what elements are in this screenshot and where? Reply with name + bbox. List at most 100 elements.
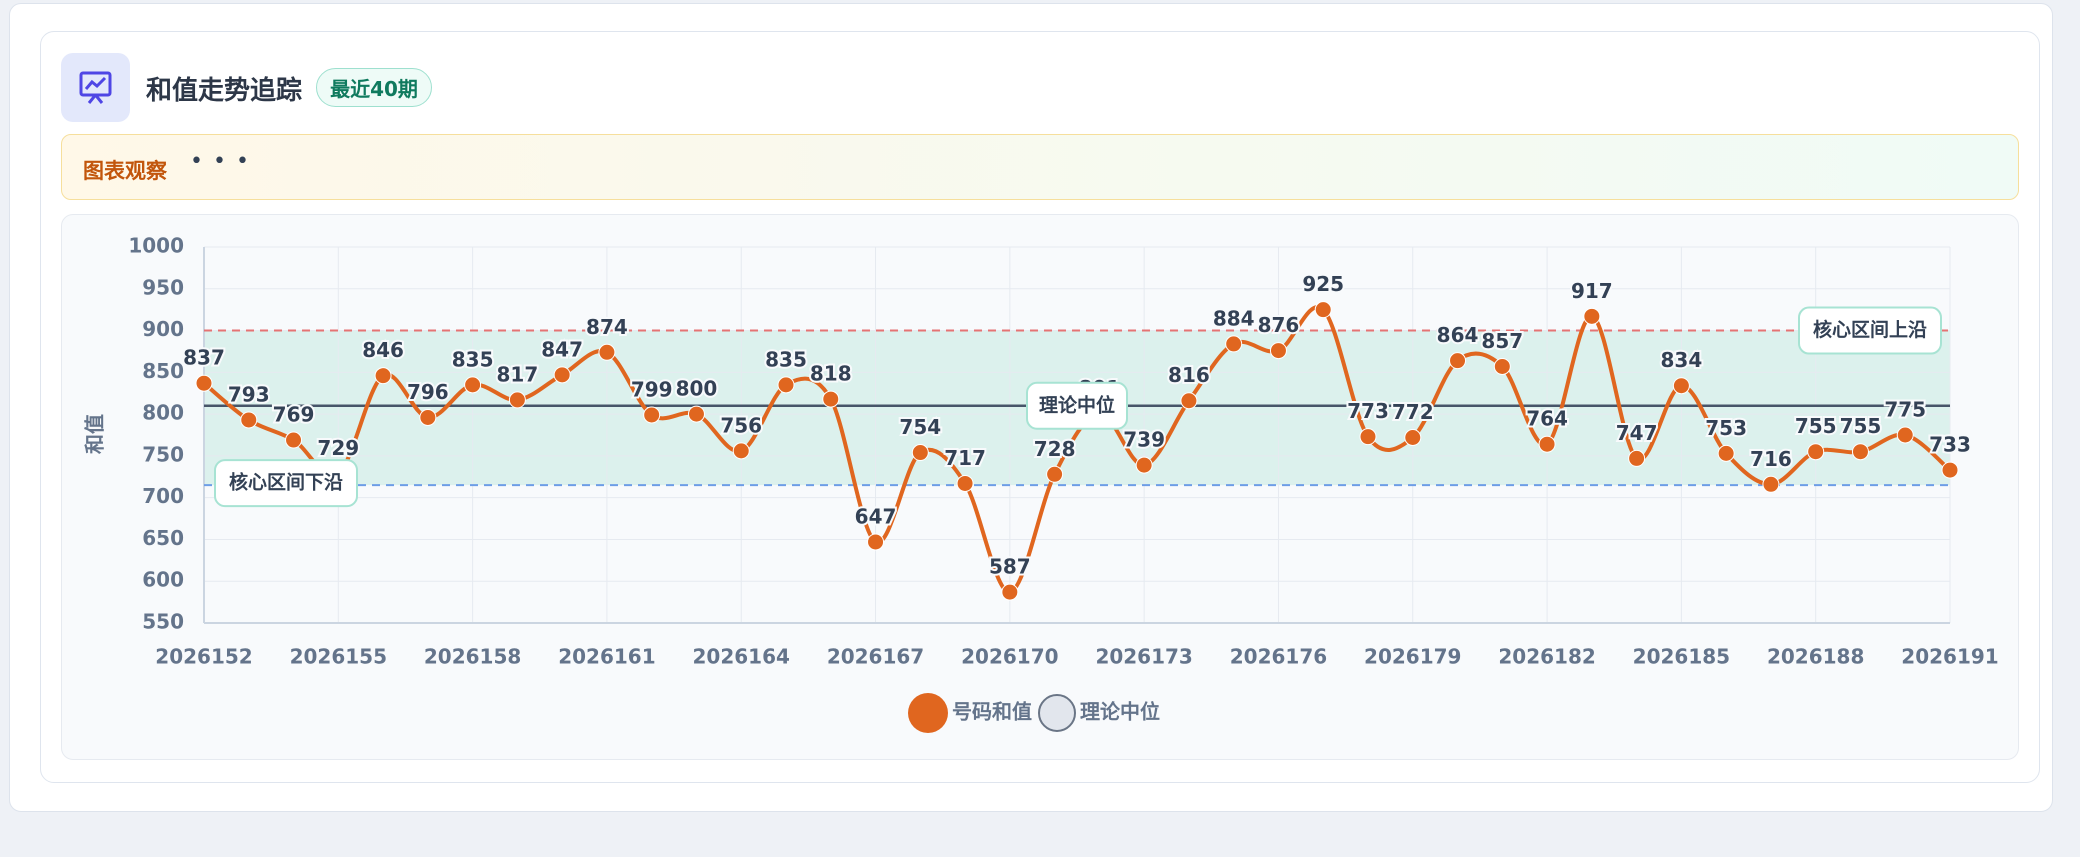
data-label: 874 xyxy=(586,315,628,339)
data-point xyxy=(1493,357,1511,375)
data-label: 793 xyxy=(228,382,270,406)
data-label: 917 xyxy=(1571,279,1613,303)
annotation-box xyxy=(214,459,358,508)
data-label: 647 xyxy=(855,504,897,528)
x-tick-label: 2026158 xyxy=(424,645,521,669)
data-point xyxy=(464,376,482,394)
y-tick-label: 600 xyxy=(142,568,184,592)
data-point xyxy=(911,444,929,462)
data-point xyxy=(1359,428,1377,446)
data-point xyxy=(1807,443,1825,461)
data-point xyxy=(1941,461,1959,479)
data-point xyxy=(419,408,437,426)
data-point xyxy=(1762,475,1780,493)
data-label: 835 xyxy=(765,347,807,371)
data-point xyxy=(240,411,258,429)
data-label: 857 xyxy=(1481,329,1523,353)
legend-marker xyxy=(1038,694,1076,732)
x-tick-label: 2026173 xyxy=(1095,645,1192,669)
y-tick-label: 550 xyxy=(142,610,184,634)
data-point xyxy=(195,374,213,392)
chart-panel xyxy=(61,214,2019,760)
data-point xyxy=(598,343,616,361)
y-tick-label: 900 xyxy=(142,317,184,341)
dots[interactable]: ••• xyxy=(190,149,259,174)
x-tick-label: 2026185 xyxy=(1633,645,1730,669)
data-label: 769 xyxy=(273,403,315,427)
data-point xyxy=(1717,444,1735,462)
data-point xyxy=(822,390,840,408)
legend-label: 号码和值 xyxy=(952,700,1032,724)
y-tick-label: 850 xyxy=(142,359,184,383)
annotation-label: 核心区间下沿 xyxy=(229,471,343,494)
y-tick-label: 1000 xyxy=(128,234,184,258)
data-point xyxy=(1314,301,1332,319)
data-point xyxy=(1538,435,1556,453)
y-tick-label: 700 xyxy=(142,484,184,508)
data-label: 754 xyxy=(899,415,941,439)
y-tick-label: 750 xyxy=(142,442,184,466)
x-tick-label: 2026182 xyxy=(1498,645,1595,669)
x-tick-label: 2026155 xyxy=(290,645,387,669)
y-tick-label: 800 xyxy=(142,401,184,425)
data-label: 846 xyxy=(362,338,404,362)
data-label: 864 xyxy=(1437,323,1479,347)
y-tick-label: 650 xyxy=(142,526,184,550)
data-label: 817 xyxy=(497,362,539,386)
data-label: 772 xyxy=(1392,400,1434,424)
data-point xyxy=(508,391,526,409)
title: 和值走势追踪 xyxy=(146,76,303,106)
data-label: 800 xyxy=(676,377,718,401)
data-point xyxy=(777,376,795,394)
data-label: 739 xyxy=(1123,428,1165,452)
legend-label: 理论中位 xyxy=(1080,700,1160,724)
badge: 最近40期 xyxy=(316,68,432,107)
data-label: 837 xyxy=(183,346,225,370)
x-tick-label: 2026161 xyxy=(558,645,655,669)
x-tick-label: 2026152 xyxy=(155,645,252,669)
data-point xyxy=(1269,342,1287,360)
data-point xyxy=(553,366,571,384)
data-point xyxy=(1851,443,1869,461)
data-point xyxy=(643,406,661,424)
data-label: 764 xyxy=(1526,407,1568,431)
x-tick-label: 2026164 xyxy=(693,645,790,669)
legend-marker xyxy=(908,693,948,733)
data-point xyxy=(1046,465,1064,483)
x-tick-label: 2026170 xyxy=(961,645,1058,669)
data-point xyxy=(732,442,750,460)
observation-label: 图表观察 xyxy=(83,159,167,183)
data-label: 773 xyxy=(1347,399,1389,423)
data-label: 834 xyxy=(1661,348,1703,372)
data-point xyxy=(285,431,303,449)
observation-bar[interactable]: 图表观察 ••• xyxy=(61,134,2019,200)
data-point xyxy=(1896,426,1914,444)
data-point xyxy=(1449,352,1467,370)
data-point xyxy=(1135,456,1153,474)
chart-icon xyxy=(61,53,130,122)
data-point xyxy=(1628,449,1646,467)
data-point xyxy=(1225,335,1243,353)
data-label: 876 xyxy=(1258,313,1300,337)
annotation-box xyxy=(1026,381,1128,430)
data-label: 755 xyxy=(1795,414,1837,438)
data-point xyxy=(1404,429,1422,447)
x-tick-label: 2026176 xyxy=(1230,645,1327,669)
annotation-label: 理论中位 xyxy=(1039,393,1115,416)
data-label: 925 xyxy=(1302,272,1344,296)
y-tick-label: 950 xyxy=(142,275,184,299)
data-label: 733 xyxy=(1929,433,1971,457)
x-tick-label: 2026188 xyxy=(1767,645,1864,669)
data-label: 796 xyxy=(407,380,449,404)
annotation-box xyxy=(1798,306,1942,355)
data-point xyxy=(956,474,974,492)
data-point xyxy=(1583,307,1601,325)
data-label: 747 xyxy=(1616,421,1658,445)
x-tick-label: 2026179 xyxy=(1364,645,1461,669)
data-point xyxy=(1180,392,1198,410)
data-label: 818 xyxy=(810,362,852,386)
data-label: 884 xyxy=(1213,306,1255,330)
data-point xyxy=(867,533,885,551)
